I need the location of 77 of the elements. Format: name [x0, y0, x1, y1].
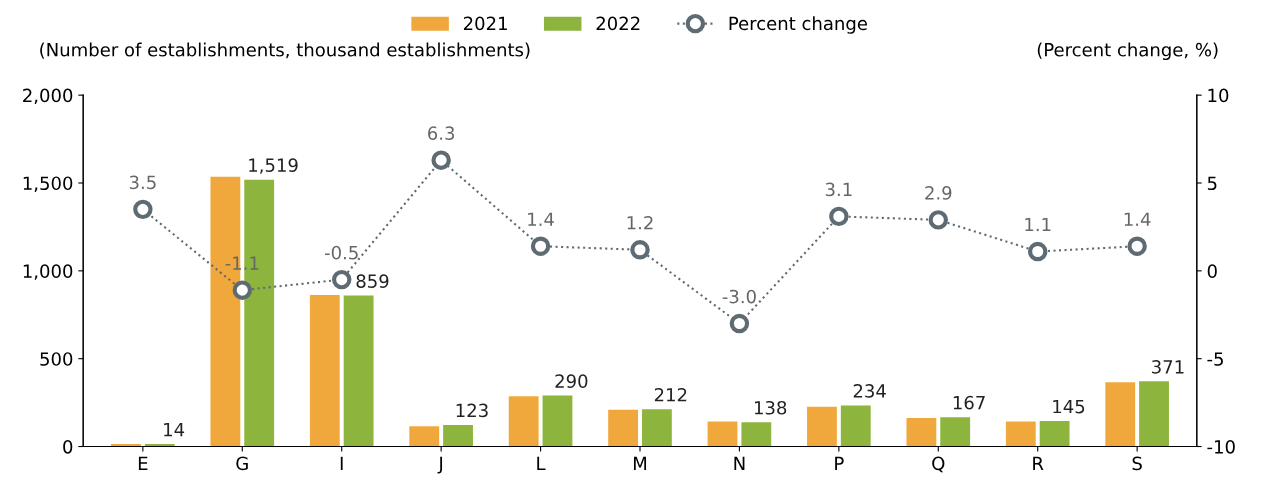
y-tick-label: 1,000: [23, 264, 73, 280]
data-label: -0.5: [324, 245, 358, 260]
y-tick-label: 1,500: [23, 176, 73, 192]
data-label: 1.2: [627, 215, 653, 230]
x-tick-label: R: [1033, 456, 1044, 470]
data-label: 212: [654, 387, 687, 402]
y2-tick-label: -5: [1207, 352, 1223, 366]
bar: [741, 422, 772, 447]
x-tick-label: I: [340, 456, 343, 470]
bar: [840, 405, 871, 447]
data-label: 123: [456, 403, 488, 418]
x-tick-label: N: [734, 456, 745, 470]
bar: [343, 295, 374, 447]
legend-label: Percent change: [729, 16, 867, 34]
y2-tick-label: 10: [1208, 88, 1229, 103]
data-label: 3.5: [129, 175, 156, 190]
x-tick-label: J: [437, 456, 443, 474]
bar: [542, 395, 573, 447]
x-tick-label: G: [236, 456, 248, 471]
data-label: -1.1: [225, 256, 259, 270]
bar: [409, 426, 440, 447]
point: [630, 240, 650, 260]
point: [729, 313, 750, 334]
y-tick-label: 0: [63, 439, 73, 454]
data-label: 1.1: [1025, 217, 1051, 232]
x-tick-label: Q: [932, 456, 945, 473]
data-label: 234: [853, 384, 886, 398]
bar: [906, 418, 937, 447]
data-label: -3.0: [722, 289, 756, 304]
point: [928, 210, 949, 230]
bar: [641, 409, 672, 447]
legend-label: 2021: [463, 16, 507, 31]
y-axis-title: (Number of establishments, thousand establishments): [40, 42, 530, 59]
bar: [508, 396, 539, 447]
point: [1127, 236, 1147, 256]
point: [232, 280, 253, 300]
point: [331, 269, 352, 290]
x-tick-label: S: [1132, 456, 1142, 471]
bar: [1105, 382, 1136, 447]
x-tick-label: L: [537, 456, 546, 470]
data-label: 14: [164, 422, 185, 437]
x-tick-label: M: [633, 456, 647, 470]
data-label: 1.4: [1124, 212, 1151, 226]
data-label: 1.4: [528, 212, 554, 226]
point: [133, 199, 153, 220]
y2-tick-label: 0: [1207, 264, 1217, 278]
data-label: 3.1: [825, 182, 852, 197]
data-label: 1,519: [249, 158, 298, 174]
bar: [707, 421, 738, 447]
y-tick-label: 2,000: [23, 88, 73, 105]
bar: [1039, 421, 1070, 447]
bar: [807, 406, 837, 447]
bar: [309, 294, 340, 447]
bar: [443, 424, 473, 447]
point: [1027, 241, 1048, 262]
point: [431, 150, 451, 170]
data-label: 138: [754, 400, 787, 415]
data-label: 859: [356, 274, 389, 288]
x-tick-label: E: [138, 456, 148, 470]
bar: [1005, 421, 1036, 447]
data-label: 6.3: [428, 126, 455, 140]
bar: [1139, 381, 1169, 447]
y-tick-label: 500: [40, 352, 73, 366]
point: [530, 236, 551, 256]
data-label: 167: [953, 395, 985, 410]
x-tick-label: P: [835, 456, 844, 470]
data-label: 2.9: [925, 186, 952, 200]
bar: [940, 417, 971, 447]
data-label: 290: [555, 374, 588, 388]
data-label: 145: [1053, 399, 1085, 414]
y2-tick-label: -10: [1207, 439, 1235, 454]
y2-tick-label: 5: [1207, 176, 1217, 191]
legend-label: 2022: [596, 16, 640, 31]
point: [829, 206, 849, 227]
bar: [608, 409, 639, 447]
y2-axis-title: (Percent change, %): [1037, 42, 1218, 61]
data-label: 371: [1152, 360, 1184, 374]
